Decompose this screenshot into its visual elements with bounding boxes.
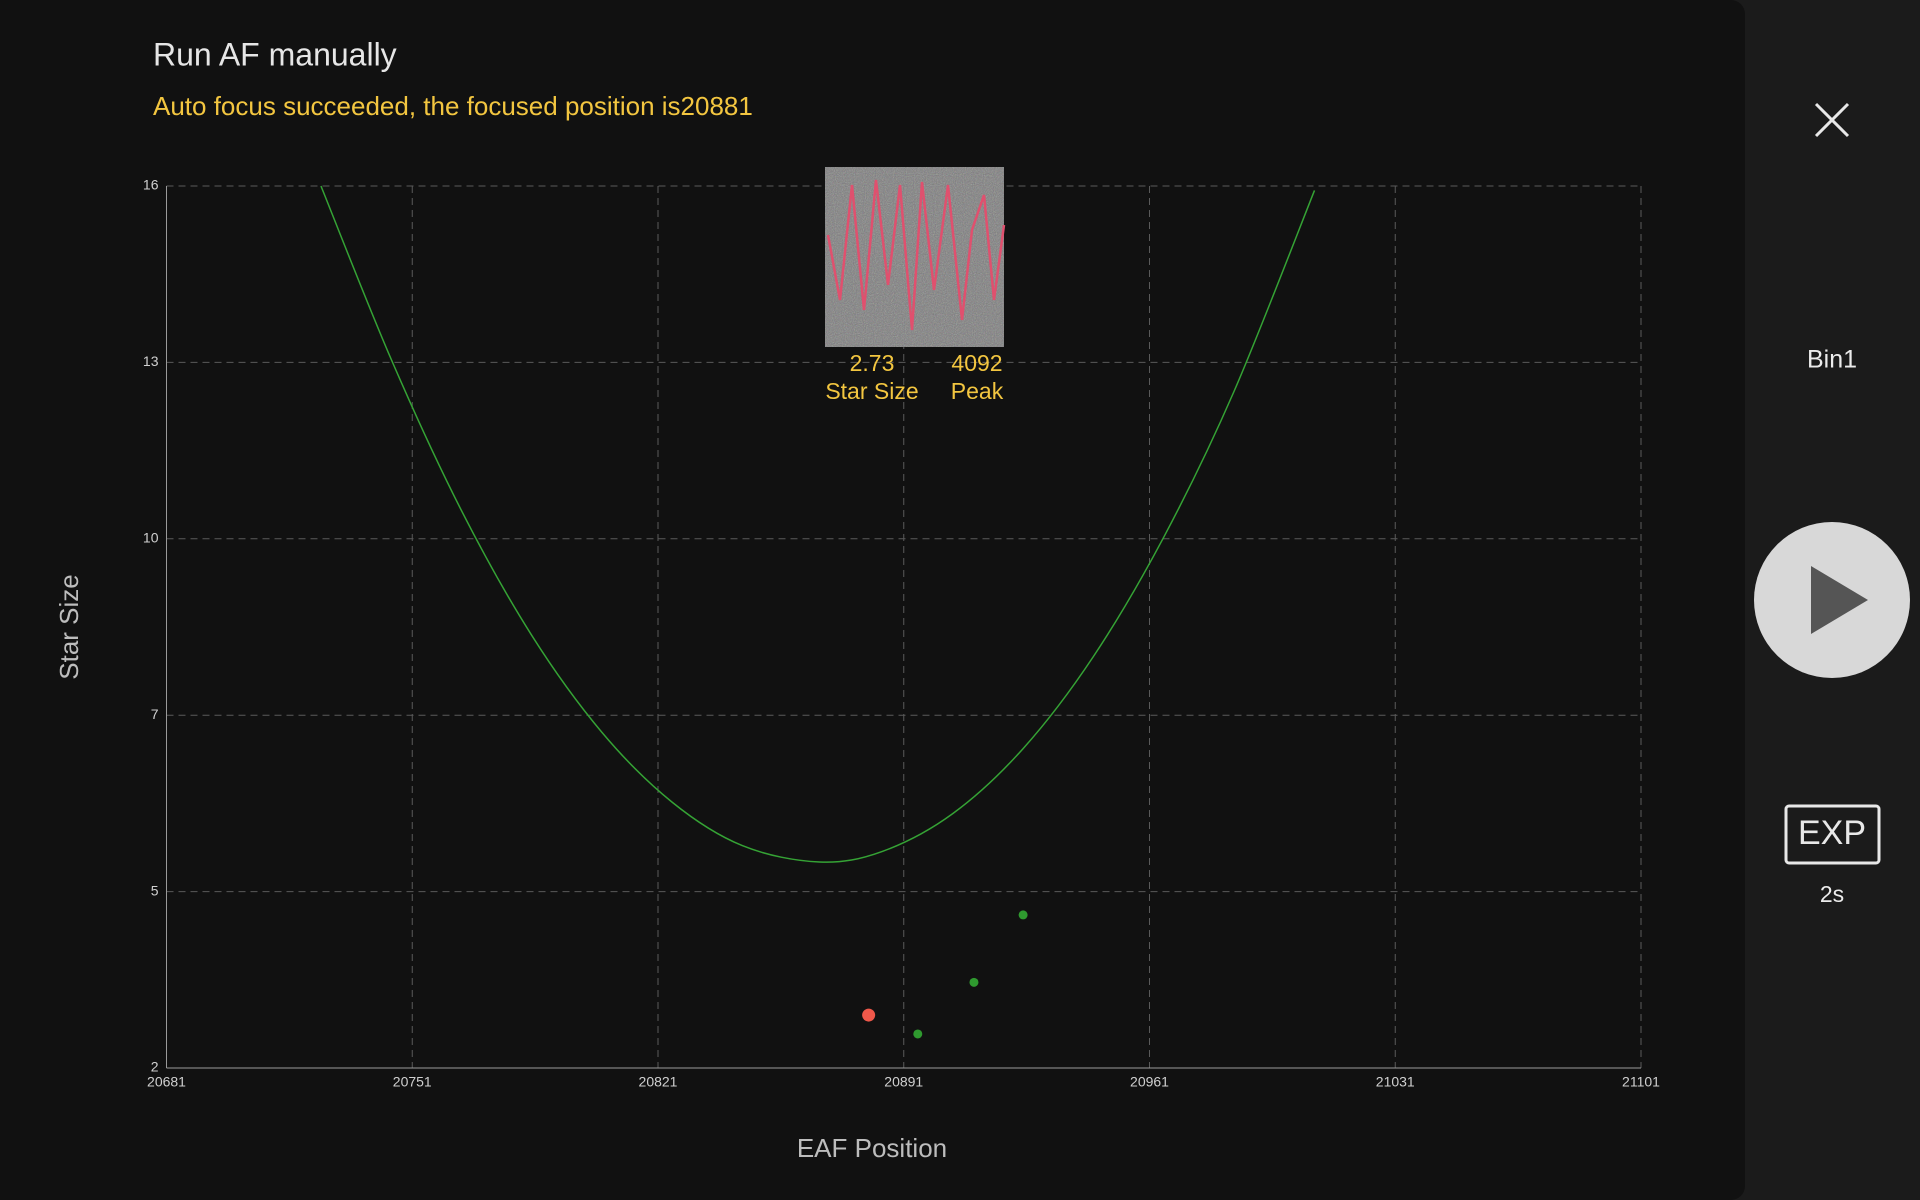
sample-point — [969, 977, 979, 987]
y-tick-label: 7 — [151, 706, 159, 722]
fit-curve — [320, 185, 1316, 863]
star-size-value: 2.73 — [850, 350, 895, 376]
sample-point — [1018, 910, 1028, 920]
x-tick-label: 21101 — [1622, 1074, 1660, 1090]
star-preview — [825, 167, 1006, 347]
x-axis-label: EAF Position — [797, 1133, 947, 1163]
status-message: Auto focus succeeded, the focused positi… — [153, 91, 753, 121]
exposure-button-label[interactable]: EXP — [1798, 814, 1866, 852]
star-size-label: Star Size — [825, 378, 918, 404]
y-tick-label: 13 — [143, 353, 159, 369]
main-panel — [0, 0, 1745, 1200]
dialog-title: Run AF manually — [153, 36, 397, 72]
x-tick-label: 20821 — [639, 1074, 678, 1090]
y-tick-label: 10 — [143, 530, 159, 546]
y-axis-label: Star Size — [54, 574, 84, 680]
focus-point — [862, 1008, 876, 1022]
preview-noise — [825, 167, 1004, 347]
preview-profile — [826, 179, 1006, 331]
plot: 2 5 7 10 13 16 20681 20751 20821 20891 20961 21031 2… — [143, 177, 1660, 1090]
x-tick-label: 20681 — [147, 1074, 186, 1090]
x-tick-label: 20891 — [884, 1074, 923, 1090]
sample-point — [913, 1029, 923, 1039]
x-tick-label: 21031 — [1376, 1074, 1415, 1090]
x-tick-label: 20961 — [1130, 1074, 1169, 1090]
peak-value: 4092 — [951, 350, 1002, 376]
peak-label: Peak — [951, 378, 1004, 404]
binning-button[interactable]: Bin1 — [1807, 346, 1857, 374]
y-tick-label: 16 — [143, 177, 159, 193]
play-icon — [1811, 566, 1868, 634]
close-icon — [1814, 102, 1850, 138]
exposure-value[interactable]: 2s — [1820, 881, 1844, 907]
exposure-button[interactable] — [1784, 804, 1881, 865]
start-button[interactable] — [1754, 522, 1910, 678]
x-tick-label: 20751 — [393, 1074, 432, 1090]
y-tick-label: 2 — [151, 1059, 159, 1075]
y-tick-label: 5 — [151, 882, 159, 898]
close-button[interactable] — [1800, 88, 1864, 152]
